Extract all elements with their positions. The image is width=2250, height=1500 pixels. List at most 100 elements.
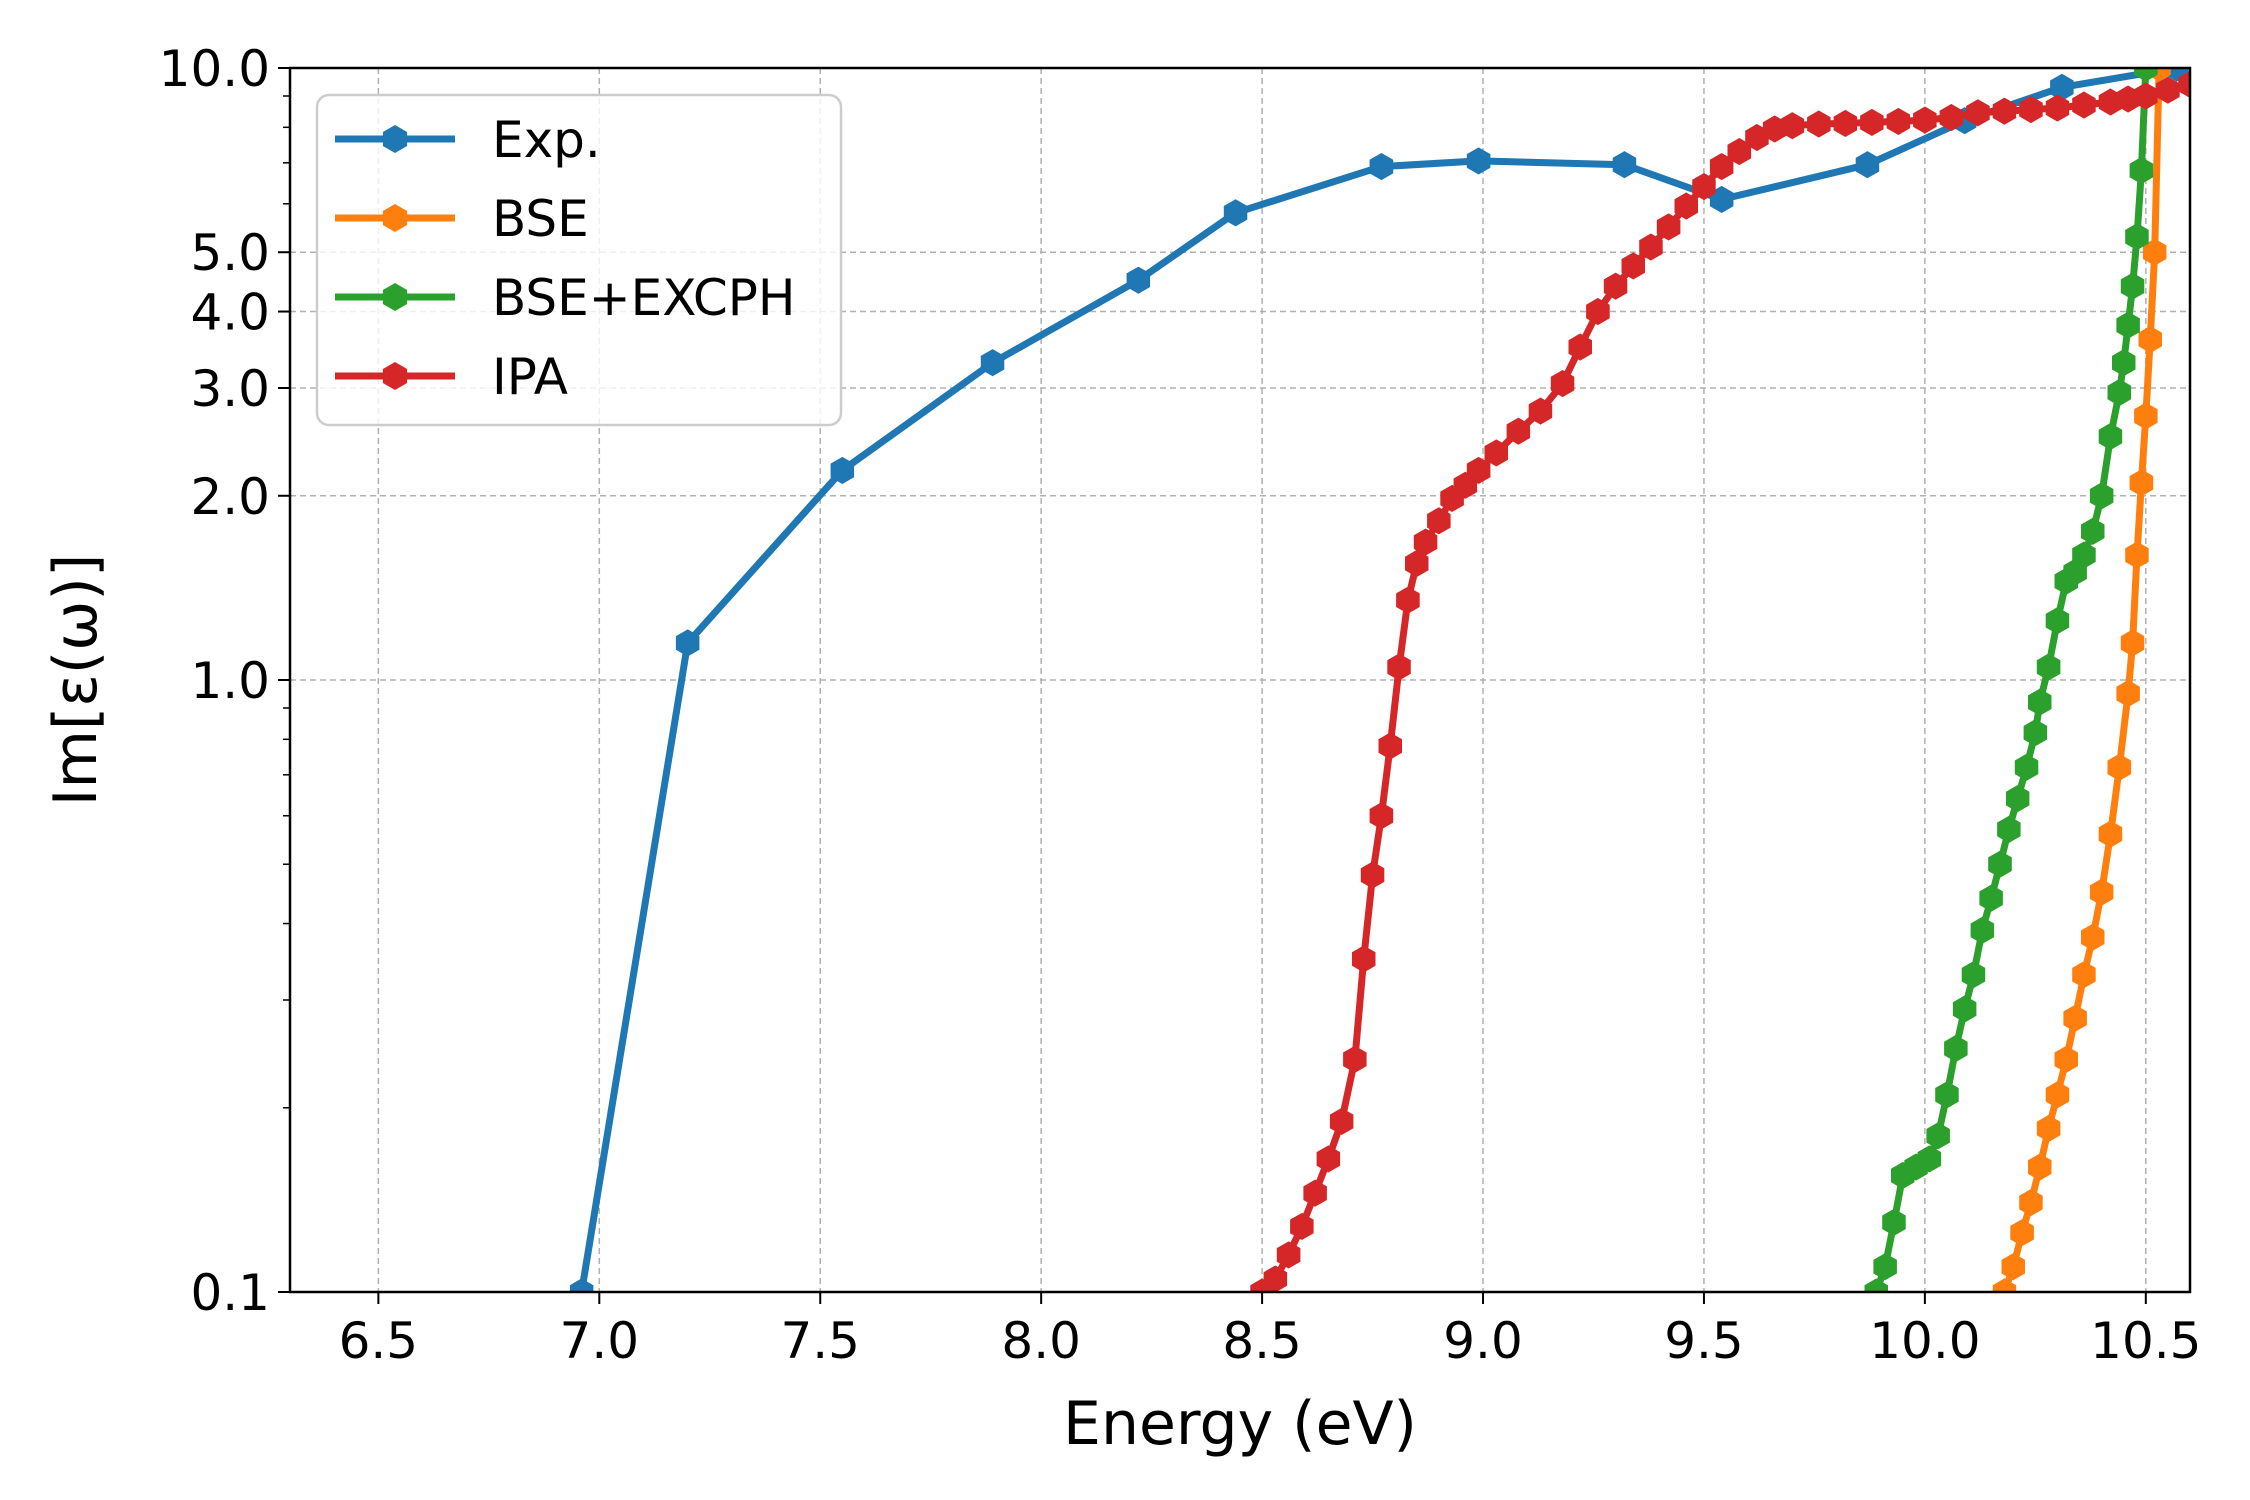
data-point [2089, 482, 2114, 510]
data-point [1586, 297, 1610, 326]
data-point [2165, 68, 2189, 82]
data-point [2120, 629, 2145, 657]
data-point [2125, 541, 2149, 569]
legend-frame [315, 93, 843, 427]
data-point [1873, 1253, 1897, 1281]
data-point [2089, 878, 2114, 906]
data-point [2036, 653, 2061, 681]
data-point [1855, 151, 1880, 179]
data-point [1603, 272, 1628, 300]
data-point [1966, 99, 1990, 127]
data-point [2129, 156, 2154, 185]
y-tick-label: 4.0 [190, 284, 270, 342]
legend-entry: BSE [335, 190, 589, 248]
data-point [1276, 1241, 1301, 1269]
data-point [2045, 94, 2070, 122]
data-point [2129, 469, 2154, 497]
data-point [1378, 732, 1402, 760]
data-point [1506, 417, 1531, 445]
data-point [1484, 439, 1508, 467]
data-point [1833, 109, 1858, 137]
data-point [1396, 586, 1420, 614]
data-point [2120, 272, 2145, 300]
data-point [1369, 802, 1394, 830]
data-point [1568, 333, 1592, 361]
data-point [1917, 1145, 1942, 1173]
data-point [1692, 173, 1716, 201]
data-point [2019, 96, 2043, 124]
data-point [1550, 370, 1575, 398]
x-tick-label: 9.0 [1443, 1312, 1523, 1370]
data-point [1126, 266, 1151, 294]
legend-entry: BSE+EXCPH [335, 269, 796, 327]
series-line [2001, 68, 2163, 1292]
legend-marker [382, 125, 408, 153]
series-layer [569, 68, 2190, 1292]
data-point [2072, 961, 2096, 989]
y-tick-label: 2.0 [190, 468, 270, 526]
data-point [1290, 1212, 1314, 1240]
data-point [1882, 1208, 1906, 1236]
data-point [1387, 653, 1411, 681]
data-point [1939, 103, 1964, 132]
data-point [1621, 252, 1645, 280]
data-point [569, 1278, 594, 1292]
data-point [2045, 1081, 2070, 1109]
data-point [2072, 541, 2096, 569]
data-point [1944, 1034, 1968, 1063]
series-BSE [1992, 68, 2171, 1292]
x-axis-label: Energy (eV) [1063, 1389, 1417, 1459]
legend-marker [382, 204, 408, 232]
x-tick-label: 6.5 [339, 1312, 419, 1370]
data-point [1913, 106, 1937, 134]
data-point [1316, 1145, 1341, 1173]
legend-label: BSE [492, 190, 589, 248]
data-point [2098, 422, 2123, 451]
data-point [1926, 1122, 1950, 1150]
data-point [1223, 199, 1248, 227]
data-point [1263, 1265, 1288, 1292]
data-point [1612, 151, 1637, 179]
legend-label: BSE+EXCPH [492, 269, 796, 327]
data-point [1780, 112, 1805, 140]
data-point [2098, 820, 2123, 848]
data-point [2107, 378, 2132, 407]
data-point [2112, 349, 2136, 377]
data-point [1405, 549, 1429, 578]
data-point [2023, 719, 2048, 747]
data-point [2107, 753, 2132, 781]
data-point [1997, 815, 2021, 843]
data-point [1369, 153, 1394, 181]
data-point [1303, 1179, 1327, 1207]
data-point [2028, 688, 2052, 716]
data-point [2001, 1253, 2025, 1281]
legend-label: IPA [492, 348, 568, 406]
data-point [2063, 1004, 2087, 1032]
x-tick-label: 10.0 [1869, 1312, 1980, 1370]
data-point [1961, 961, 1986, 989]
series-line [1872, 68, 2150, 1292]
x-tick-label: 8.5 [1222, 1312, 1302, 1370]
series-IPA [1250, 70, 2190, 1292]
legend-label: Exp. [492, 111, 601, 169]
y-tick-label: 1.0 [190, 652, 270, 710]
data-point [675, 629, 700, 657]
data-point [1639, 233, 1663, 261]
data-point [1886, 107, 1911, 135]
data-point [2028, 1153, 2052, 1181]
data-point [1979, 884, 2003, 912]
data-point [1343, 1045, 1367, 1073]
data-point [2072, 91, 2096, 119]
x-tick-label: 7.5 [780, 1312, 860, 1370]
data-point [1988, 850, 2012, 878]
data-point [1860, 108, 1884, 136]
data-point [2178, 70, 2190, 98]
data-point [1674, 192, 1698, 220]
data-point [2081, 517, 2105, 545]
data-point [980, 349, 1005, 377]
series-BSE+EXCPH [1864, 68, 2158, 1292]
legend-marker [382, 283, 408, 311]
data-point [1329, 1107, 1354, 1135]
data-point [830, 456, 855, 484]
